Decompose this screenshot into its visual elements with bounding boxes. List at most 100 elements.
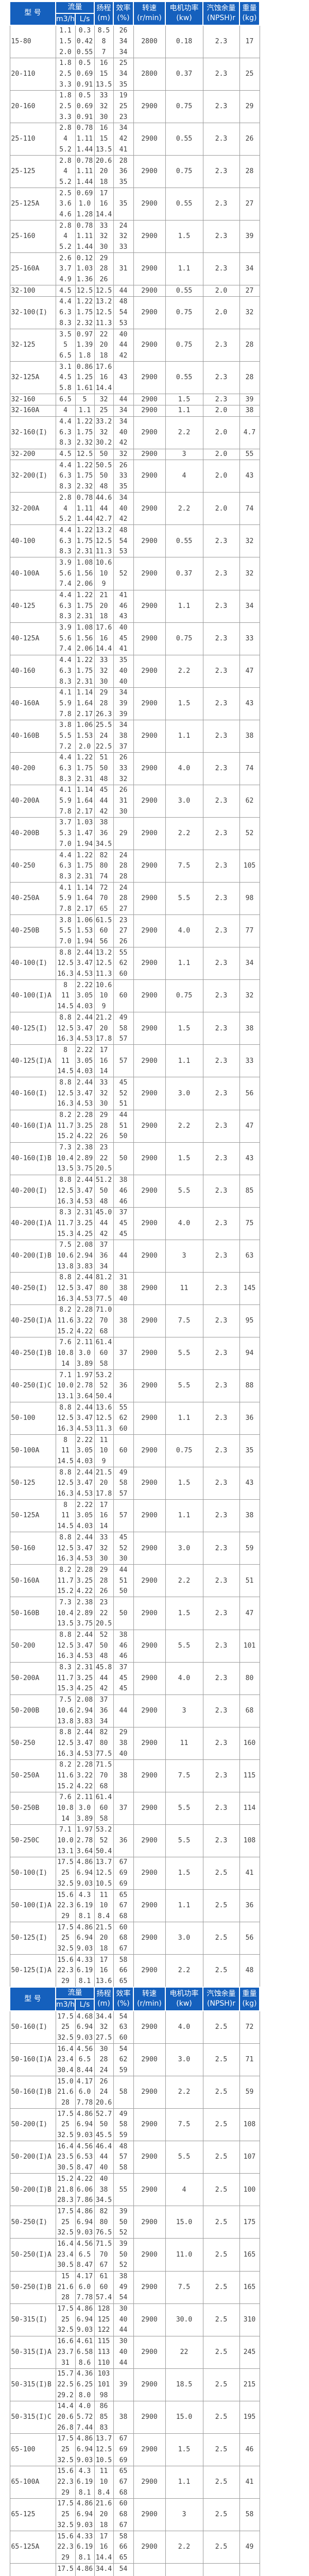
cell-flow-m3h: 2.5 [55, 188, 76, 199]
cell-flow-ls: 2.38 [75, 1597, 95, 1608]
table-row: 25-160 2.8 0.78 33 24 2900 1.5 2.3 39 [9, 220, 260, 253]
table-row: 8.3 2.31 74 28 [10, 871, 260, 883]
table-row: 50-200(I)B 15.2 4.22 40 55 2900 4 2.5 100 [9, 2173, 260, 2207]
cell-head: 83 [94, 2422, 114, 2434]
cell-flow-m3h: 17.5 [55, 2433, 76, 2445]
cell-weight: 43 [239, 1467, 260, 1500]
cell-flow-m3h: 2.6 [55, 252, 76, 264]
cell-speed: 2900 [133, 2465, 166, 2499]
cell-flow-ls: 4.33 [75, 2530, 95, 2542]
cell-efficiency: 54 [113, 536, 134, 547]
cell-efficiency: 57 [113, 1488, 134, 1500]
cell-flow-m3h: 23.5 [55, 2151, 76, 2163]
cell-head: 8 [94, 36, 114, 47]
cell-head: 58 [94, 1814, 114, 1825]
cell-flow-ls: 3.83 [75, 1261, 95, 1273]
cell-efficiency: 65 [113, 1976, 134, 1988]
cell-efficiency: 26 [113, 784, 134, 796]
cell-npsh: 2.5 [202, 2368, 240, 2401]
cell-head: 80 [94, 1283, 114, 1294]
cell-flow-m3h: 8.3 [55, 437, 76, 449]
cell-speed: 2900 [133, 2108, 166, 2142]
cell-flow-ls: 4.56 [75, 2043, 95, 2055]
cell-flow-m3h: 8 [55, 1044, 76, 1056]
cell-flow-ls: 4.53 [75, 1423, 95, 1435]
table-row: 40-160B 3.8 1.06 25.5 34 2900 1.1 2.3 38 [9, 719, 260, 753]
cell-speed: 2900 [133, 1467, 166, 1500]
cell-head: 42 [94, 1683, 114, 1695]
cell-model: 65-125 [9, 2498, 56, 2532]
cell-efficiency: 28 [113, 155, 134, 166]
cell-power: 7.5 [165, 1759, 203, 1792]
cell-efficiency: 38 [113, 1304, 134, 1337]
cell-power: 18.5 [165, 2368, 203, 2401]
cell-head: 37 [94, 1239, 114, 1251]
cell-speed: 2900 [133, 1012, 166, 1045]
cell-weight: 75 [239, 1207, 260, 1240]
table-row: 50-315(I)B 15.7 4.36 103 39 2900 18.5 2.5 215 [9, 2368, 260, 2401]
cell-npsh: 2.3 [202, 394, 240, 405]
cell-efficiency: 60 [113, 2498, 134, 2510]
cell-flow-ls: 2.44 [75, 1174, 95, 1186]
cell-flow-m3h: 16.6 [55, 2335, 76, 2347]
cell-flow-m3h: 15.3 [55, 1229, 76, 1240]
table-row: 8.3 2.31 48 32 [10, 774, 260, 785]
table-row: 50-200 8.8 2.44 52 38 2900 5.5 2.3 101 [9, 1629, 260, 1663]
table-row: 32.5 9.03 18 67 [10, 2520, 260, 2532]
cell-power: 0.37 [165, 557, 203, 590]
cell-head: 16 [94, 1056, 114, 1066]
cell-head: 14 [94, 1066, 114, 1078]
cell-flow-m3h: 30.5 [55, 2260, 76, 2272]
cell-head: 15 [94, 69, 114, 80]
cell-head: 52 [94, 1835, 114, 1846]
cell-head: 60 [94, 1803, 114, 1814]
header-flow-m3h: m3/h [55, 1998, 76, 2011]
cell-speed: 2900 [133, 524, 166, 558]
cell-flow-m3h: 8 [55, 1499, 76, 1511]
cell-power: 5.5 [165, 1369, 203, 1403]
cell-power: 0.55 [165, 361, 203, 395]
cell-head: 11.3 [94, 546, 114, 558]
cell-speed: 2900 [133, 622, 166, 655]
cell-flow-ls: 1.94 [75, 839, 95, 851]
cell-model: 25-125A [9, 188, 56, 221]
cell-weight: 160 [239, 1726, 260, 1760]
table-row: 13.8 3.83 34 [10, 1716, 260, 1727]
cell-flow-m3h: 21.8 [55, 2184, 76, 2195]
cell-efficiency: 57 [113, 1499, 134, 1533]
cell-head: 34.4 [94, 2563, 114, 2574]
cell-head: 74 [94, 871, 114, 883]
cell-efficiency: 39 [113, 2206, 134, 2217]
table-row: 4 1.11 20 36 [10, 166, 260, 177]
cell-flow-ls: 6.94 [75, 2217, 95, 2228]
header-head: 扬程 (m) [94, 1987, 114, 2011]
header-flow-m3h: m3/h [55, 12, 76, 26]
cell-flow-ls: 4.53 [75, 1196, 95, 1208]
cell-flow-m3h: 11 [55, 990, 76, 1002]
table-row: 40-125 4.4 1.22 21 41 2900 1.1 2.3 34 [9, 589, 260, 623]
cell-flow-ls: 1.22 [75, 752, 95, 764]
cell-efficiency: 45 [113, 1077, 134, 1089]
cell-flow-ls: 2.44 [75, 1532, 95, 1544]
cell-flow-m3h: 17.5 [55, 2498, 76, 2510]
cell-efficiency: 60 [113, 2032, 134, 2044]
cell-head: 40 [94, 2173, 114, 2184]
cell-efficiency: 38 [113, 2270, 134, 2282]
cell-flow-m3h: 17.5 [55, 1856, 76, 1868]
cell-flow-ls: 4.86 [75, 2108, 95, 2120]
cell-model: 65-100 [9, 2433, 56, 2466]
cell-model: 25-110 [9, 122, 56, 156]
cell-efficiency: 32 [113, 448, 134, 461]
cell-flow-ls: 2.0 [75, 741, 95, 753]
cell-speed: 2900 [133, 1824, 166, 1857]
cell-head: 16 [94, 372, 114, 383]
cell-model: 32-100 [9, 285, 56, 297]
cell-flow-ls: 9.03 [75, 2520, 95, 2532]
cell-speed: 2900 [133, 394, 166, 405]
cell-npsh: 2.3 [202, 90, 240, 123]
cell-head: 18 [94, 1943, 114, 1955]
cell-model: 40-200B [9, 817, 56, 851]
cell-flow-ls: 3.47 [75, 1023, 95, 1034]
cell-efficiency: 37 [113, 1662, 134, 1673]
